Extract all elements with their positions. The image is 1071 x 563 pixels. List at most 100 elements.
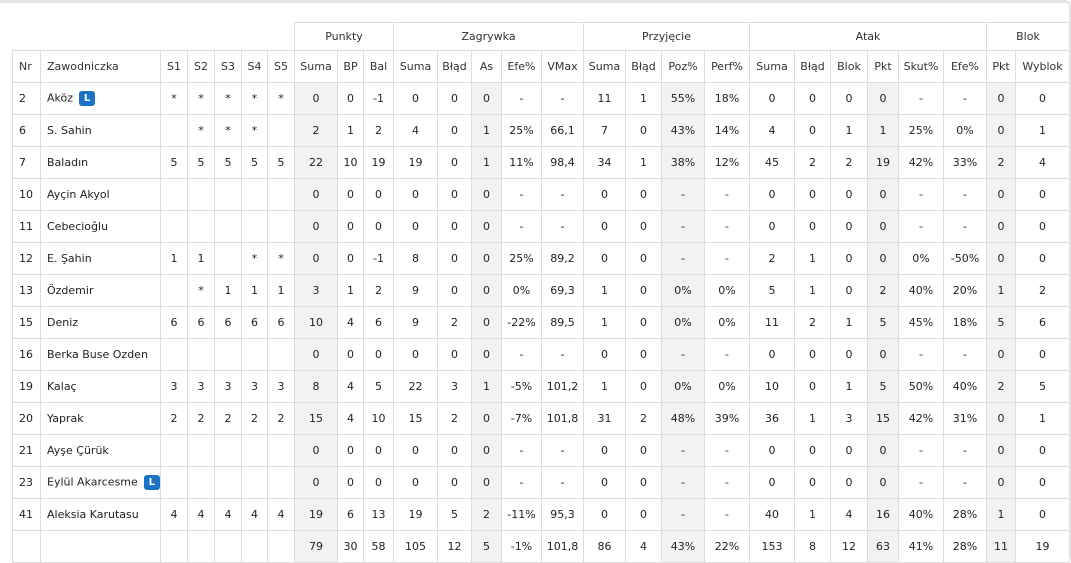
- column-header: Wyblok: [1015, 50, 1070, 83]
- cell: 0: [437, 114, 472, 147]
- cell: *: [214, 82, 242, 115]
- libero-badge: L: [143, 475, 160, 490]
- cell: 0: [986, 402, 1016, 435]
- cell: 22: [393, 370, 438, 403]
- cell: 2: [12, 82, 41, 115]
- cell: 0: [437, 242, 472, 275]
- column-header: Poz%: [661, 50, 705, 83]
- cell: 43%: [661, 114, 705, 147]
- cell: 0: [749, 178, 795, 211]
- cell: 0: [437, 146, 472, 179]
- cell: 8: [294, 370, 338, 403]
- cell: 4: [187, 498, 215, 531]
- libero-badge: L: [79, 91, 96, 106]
- cell: -: [501, 338, 542, 371]
- player-row: 19 Kalaç 3 3 3 3 3 8 4 5 22 3 1 -5% 101,2 1 0 0% 0% 10 0 1 5 50…: [12, 370, 1070, 403]
- player-row: 16 Berka Buse Ozden 0 0 0 0 0 0- -0 0- -0 0 0 0- -0 0: [12, 338, 1070, 371]
- cell: 0%: [661, 370, 705, 403]
- cell: 3: [241, 370, 268, 403]
- cell: 3: [160, 370, 188, 403]
- cell: 0: [294, 82, 338, 115]
- cell: 0: [337, 338, 364, 371]
- cell: 16: [12, 338, 41, 371]
- column-header: As: [471, 50, 502, 83]
- cell: 2: [214, 402, 242, 435]
- cell: [267, 530, 295, 563]
- cell: 1: [583, 306, 626, 339]
- cell: 1: [471, 370, 502, 403]
- column-header: Efe%: [943, 50, 987, 83]
- cell: 0: [583, 242, 626, 275]
- cell: Kalaç: [40, 370, 161, 403]
- cell: 101,2: [541, 370, 584, 403]
- cell: 13: [363, 498, 394, 531]
- cell: 16: [867, 498, 899, 531]
- cell: Ayşe Çürük: [40, 434, 161, 467]
- cell: 2: [794, 146, 831, 179]
- cell: -: [661, 210, 705, 243]
- cell: [241, 210, 268, 243]
- column-header: Zawodniczka: [40, 50, 161, 83]
- column-header: Suma: [583, 50, 626, 83]
- cell: 22%: [704, 530, 750, 563]
- cell: 55%: [661, 82, 705, 115]
- cell: 8: [794, 530, 831, 563]
- cell: 0: [337, 242, 364, 275]
- cell: 12%: [704, 146, 750, 179]
- cell: -: [704, 242, 750, 275]
- cell: 2: [294, 114, 338, 147]
- cell: 0: [1015, 210, 1070, 243]
- cell: 0: [337, 466, 364, 499]
- cell: *: [267, 242, 295, 275]
- cell: 69,3: [541, 274, 584, 307]
- cell: 0: [794, 210, 831, 243]
- cell: 0: [471, 434, 502, 467]
- cell: 0: [625, 498, 662, 531]
- cell: 1: [625, 82, 662, 115]
- cell: [187, 434, 215, 467]
- cell: 12: [437, 530, 472, 563]
- cell: 9: [393, 274, 438, 307]
- column-header: Pkt: [986, 50, 1016, 83]
- cell: 0: [625, 306, 662, 339]
- cell: 5: [471, 530, 502, 563]
- cell: 15: [294, 402, 338, 435]
- cell: -: [661, 178, 705, 211]
- cell: 1: [986, 498, 1016, 531]
- cell: 0: [867, 434, 899, 467]
- cell: 0: [393, 338, 438, 371]
- cell: -: [501, 434, 542, 467]
- cell: 0: [986, 466, 1016, 499]
- cell: 31%: [943, 402, 987, 435]
- column-header: Nr: [12, 50, 41, 83]
- cell: 2: [437, 402, 472, 435]
- cell: 0: [337, 434, 364, 467]
- cell: [160, 210, 188, 243]
- player-row: 11 Cebecioğlu 0 0 0 0 0 0- -0 0- -0 0 0 0- -0 0: [12, 210, 1070, 243]
- cell: 7: [12, 146, 41, 179]
- cell: 0: [583, 466, 626, 499]
- cell: 0: [393, 82, 438, 115]
- cell: 40%: [943, 370, 987, 403]
- cell: 25%: [898, 114, 944, 147]
- cell: 0: [1015, 82, 1070, 115]
- cell: 0: [830, 274, 868, 307]
- group-header-row: Punkty Zagrywka Przyjęcie Atak Blok: [12, 22, 1070, 51]
- column-header: Pkt: [867, 50, 899, 83]
- cell: 1: [337, 274, 364, 307]
- cell: 1: [794, 242, 831, 275]
- player-row: 2 Aköz L * * * * * 0 0 -1 0 0 0- -11 1 55% 18% 0 0 0 0- -0 0: [12, 82, 1070, 115]
- cell: 0: [337, 82, 364, 115]
- cell: -1: [363, 82, 394, 115]
- cell: 4: [160, 498, 188, 531]
- column-header: VMax: [541, 50, 584, 83]
- cell: [160, 178, 188, 211]
- cell: -: [541, 466, 584, 499]
- cell: 0: [830, 242, 868, 275]
- column-header: S5: [267, 50, 295, 83]
- column-header-row: Nr Zawodniczka S1 S2 S3 S4 S5 Suma BP Bal Suma Błąd…: [12, 50, 1070, 83]
- cell: 0: [749, 338, 795, 371]
- cell: 1: [267, 274, 295, 307]
- cell: 1: [583, 370, 626, 403]
- cell: 5: [214, 146, 242, 179]
